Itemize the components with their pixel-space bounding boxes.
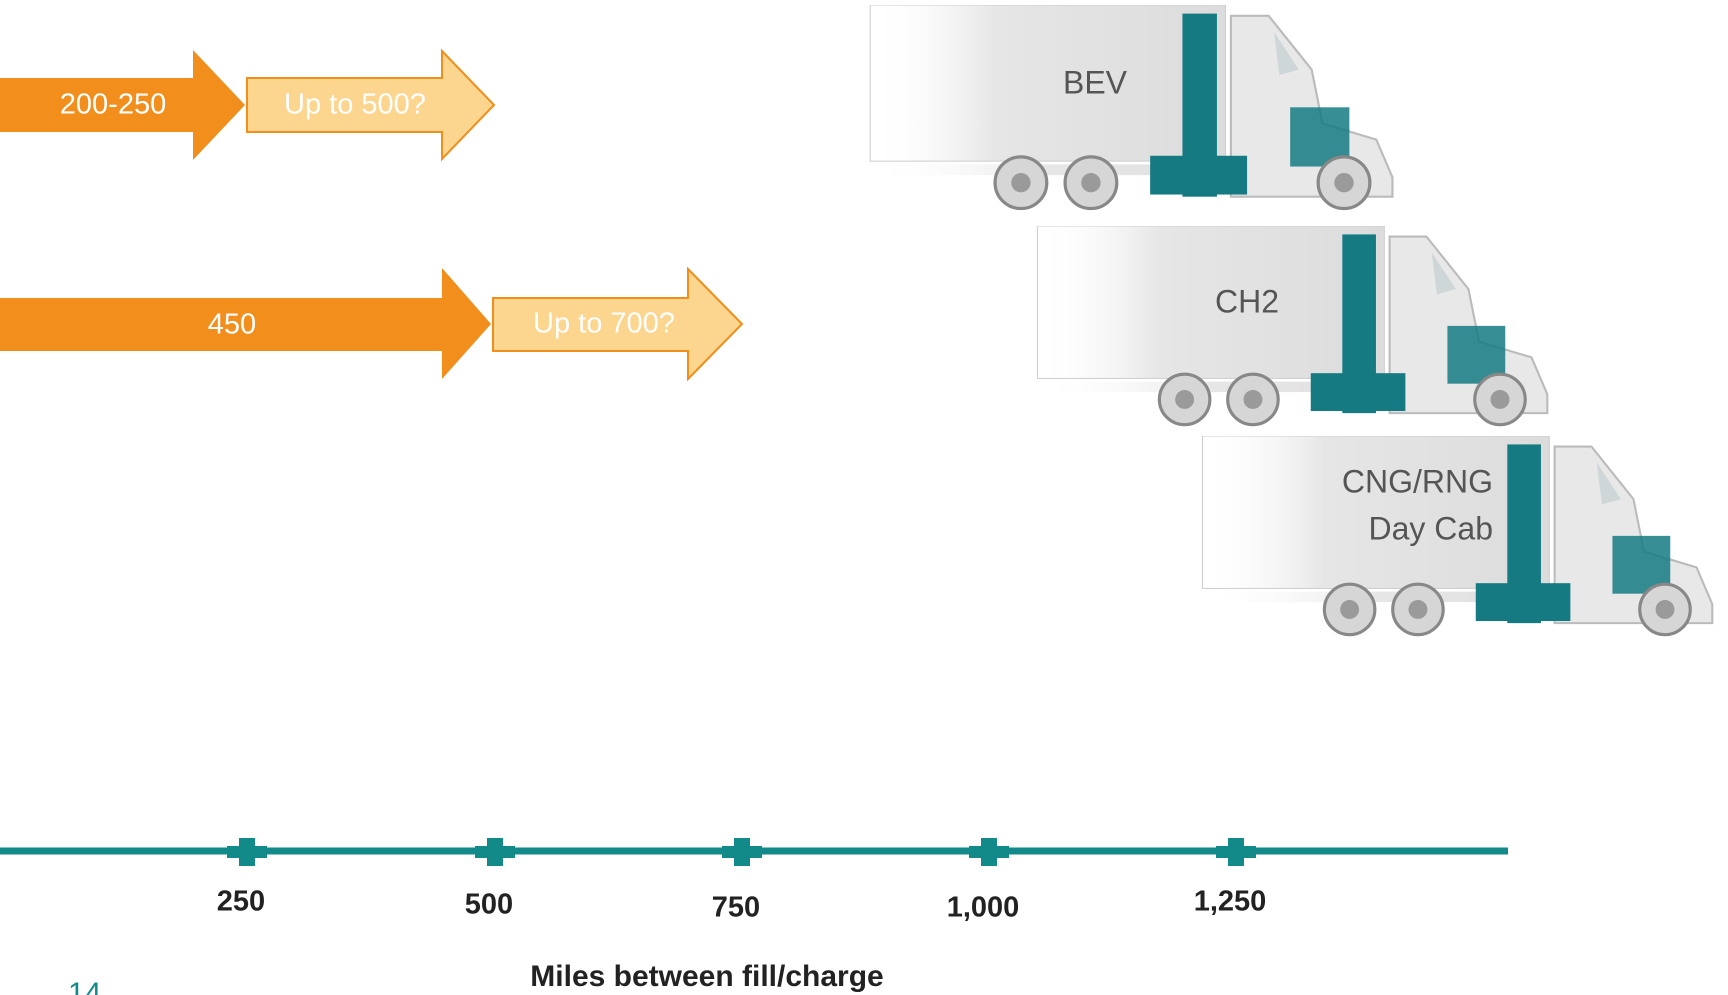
current-arrow bbox=[0, 50, 245, 160]
arrow-label: Up to 700? bbox=[533, 308, 675, 340]
truck-label: CNG/RNG bbox=[1342, 463, 1493, 499]
truck-label: Day Cab bbox=[1369, 510, 1494, 546]
tick-mark bbox=[227, 838, 267, 866]
tick-label: 250 bbox=[217, 886, 265, 918]
future-arrow bbox=[246, 48, 496, 162]
tick-mark bbox=[722, 838, 762, 866]
tick-label: 1,250 bbox=[1194, 886, 1267, 918]
future-arrow bbox=[492, 266, 744, 382]
truck-label: CH2 bbox=[1215, 283, 1279, 319]
tick-mark bbox=[475, 838, 515, 866]
page-number: 14 bbox=[68, 977, 101, 995]
tick-label: 1,000 bbox=[947, 892, 1020, 924]
current-arrow bbox=[0, 268, 491, 379]
arrow-label: 200-250 bbox=[60, 89, 166, 121]
tick-label: 500 bbox=[465, 889, 513, 921]
tick-mark bbox=[1216, 838, 1256, 866]
truck-label: BEV bbox=[1063, 64, 1128, 100]
arrow-label: Up to 500? bbox=[284, 89, 426, 121]
ch2-truck bbox=[1035, 226, 1549, 427]
bev-truck bbox=[868, 5, 1395, 211]
tick-label: 750 bbox=[712, 892, 760, 924]
arrow-label: 450 bbox=[208, 309, 256, 341]
axis-title: Miles between fill/charge bbox=[530, 960, 883, 993]
tick-mark bbox=[969, 838, 1009, 866]
